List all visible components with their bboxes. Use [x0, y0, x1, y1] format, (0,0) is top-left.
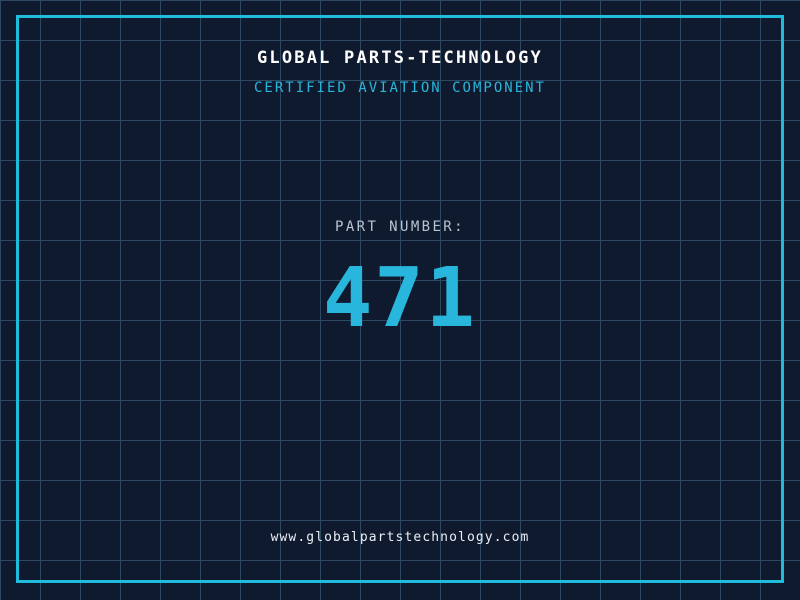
certification-subtitle: CERTIFIED AVIATION COMPONENT [253, 80, 546, 96]
part-number-label: PART NUMBER: [335, 219, 465, 235]
part-number-value: 471 [322, 251, 478, 346]
website-url: www.globalpartstechnology.com [270, 530, 530, 545]
company-title: GLOBAL PARTS-TECHNOLOGY [256, 48, 543, 68]
